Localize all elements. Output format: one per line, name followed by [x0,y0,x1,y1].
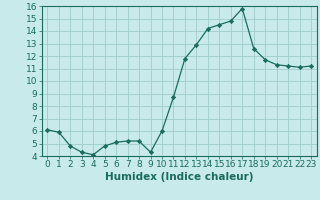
X-axis label: Humidex (Indice chaleur): Humidex (Indice chaleur) [105,172,253,182]
